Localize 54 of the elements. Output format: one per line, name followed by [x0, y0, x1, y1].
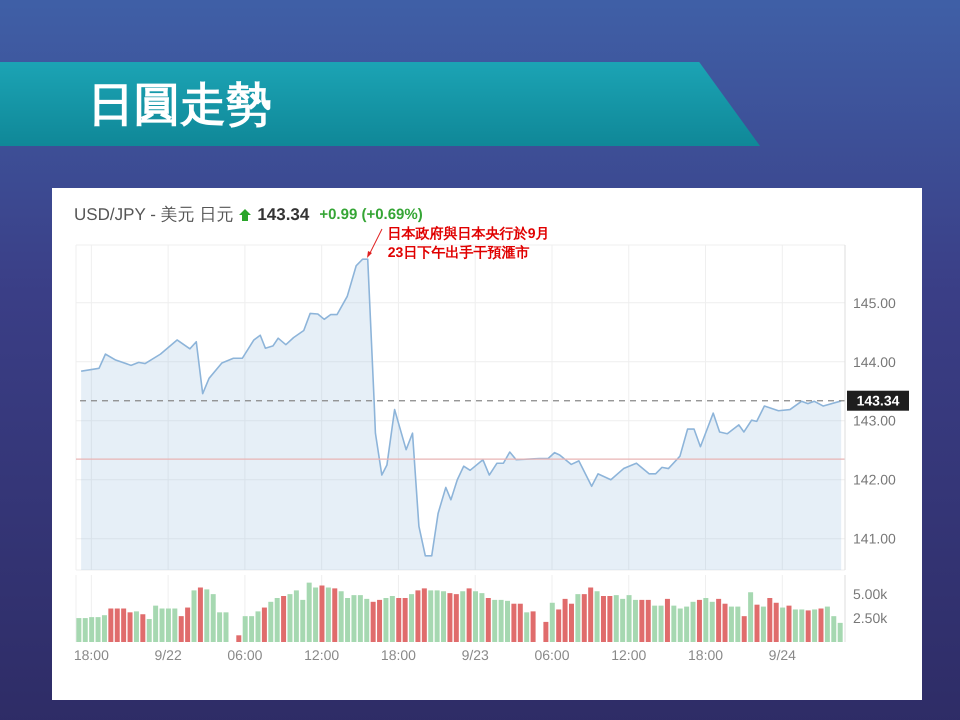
x-tick-label: 18:00 — [688, 646, 724, 663]
bar — [192, 590, 197, 642]
bar — [409, 594, 414, 642]
chart-subtitle: USD/JPY - 美元 日元 — [74, 204, 234, 226]
x-tick-label: 06:00 — [534, 646, 570, 663]
y-tick-label: 145.00 — [853, 294, 896, 311]
bar — [543, 622, 548, 642]
x-tick-label: 18:00 — [74, 646, 110, 663]
bar — [530, 611, 536, 642]
x-tick-label: 12:00 — [304, 646, 340, 663]
y-tick-label: 144.00 — [853, 354, 896, 370]
bar — [806, 610, 811, 642]
bar — [326, 587, 331, 642]
bar — [460, 591, 466, 642]
bar — [786, 606, 792, 642]
bar — [742, 616, 747, 642]
bar — [466, 588, 472, 642]
x-tick-label: 12:00 — [611, 646, 646, 663]
ref-line-label: 143.34 — [856, 392, 900, 409]
bar — [236, 635, 242, 642]
bar — [754, 604, 760, 642]
chart-title: 日圓走勢 — [88, 76, 272, 133]
y-tick-label: 5.00k — [853, 586, 888, 602]
bar — [134, 611, 139, 642]
x-tick-label: 18:00 — [380, 646, 416, 663]
y-tick-label: 143.00 — [853, 412, 896, 429]
bar — [140, 614, 146, 642]
bar — [748, 592, 754, 642]
y-tick-label: 142.00 — [853, 472, 896, 488]
y-tick-label: 141.00 — [853, 530, 896, 547]
annotation: 日本政府與日本央行於9月23日下午出手干預滙市 — [388, 224, 551, 262]
bar — [812, 609, 818, 642]
bar — [780, 608, 786, 642]
bar — [664, 598, 670, 642]
bar — [594, 591, 600, 642]
bar — [575, 594, 580, 642]
x-tick-label: 9/22 — [154, 646, 182, 663]
bar — [262, 608, 267, 642]
bar — [332, 588, 338, 642]
y-tick-label: 2.50k — [853, 610, 888, 626]
x-tick-label: 9/23 — [462, 646, 490, 663]
bar — [319, 586, 324, 642]
x-tick-label: 9/24 — [768, 646, 796, 663]
bar — [198, 587, 203, 642]
text: 143.34 — [257, 204, 310, 224]
bar — [760, 606, 766, 642]
bar — [281, 596, 286, 642]
bar — [524, 612, 530, 642]
bar — [696, 600, 702, 642]
bar — [486, 598, 491, 642]
bar — [550, 602, 555, 642]
x-tick-label: 06:00 — [227, 646, 263, 663]
text: +0.99 (+0.69%) — [319, 206, 423, 223]
bar — [818, 608, 824, 642]
